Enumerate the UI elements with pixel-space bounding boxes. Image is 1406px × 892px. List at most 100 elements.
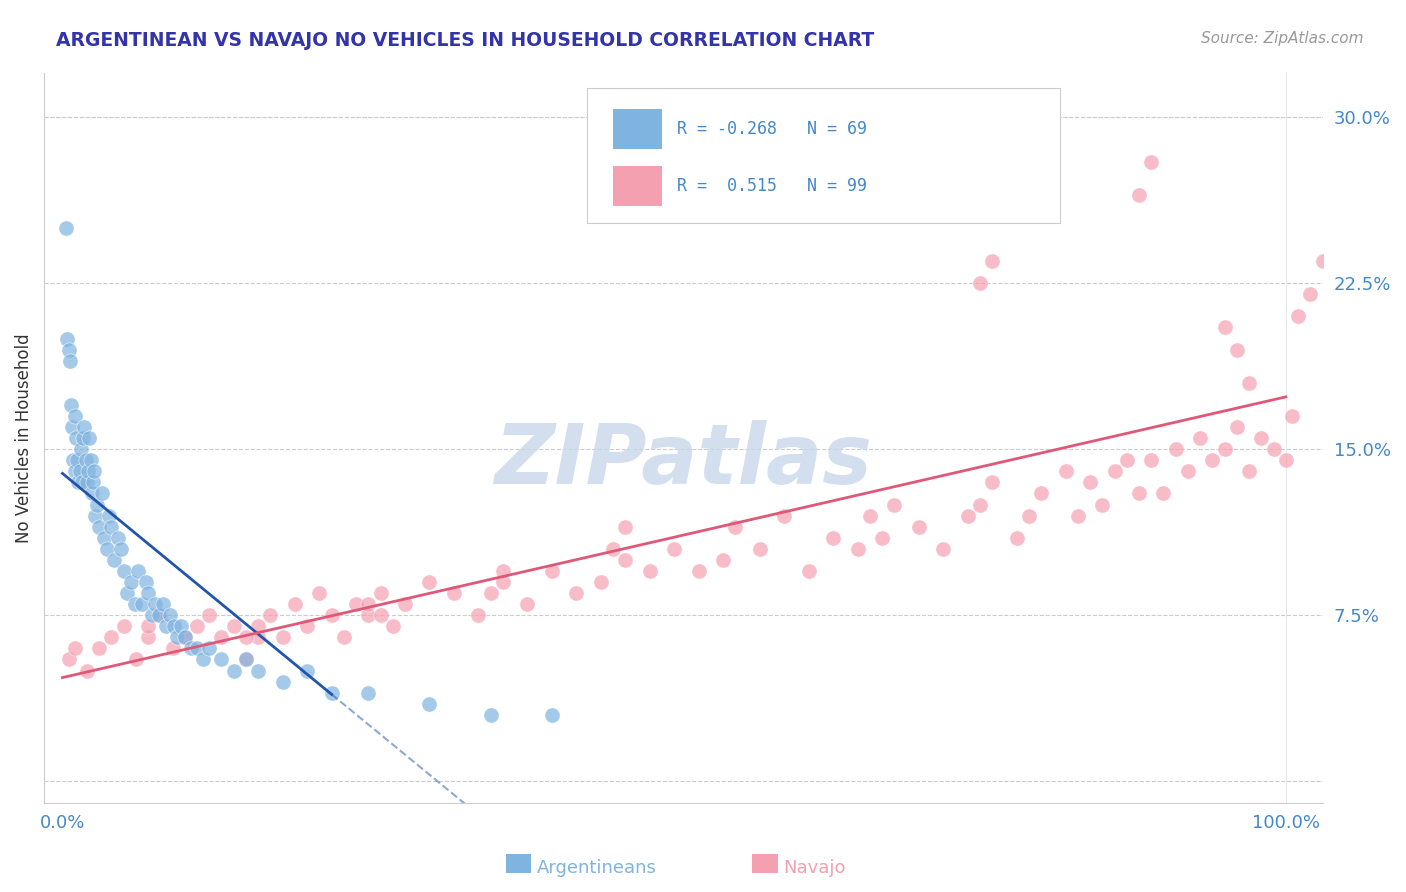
- Point: [271, 630, 294, 644]
- Point: [103, 553, 125, 567]
- Point: [170, 619, 193, 633]
- Point: [540, 707, 562, 722]
- Point: [90, 486, 112, 500]
- Point: [89, 519, 111, 533]
- Point: [907, 519, 929, 533]
- Point: [69, 442, 91, 457]
- Point: [63, 409, 86, 423]
- Point: [1140, 453, 1163, 467]
- Point: [235, 652, 257, 666]
- Point: [58, 652, 80, 666]
- Point: [173, 630, 195, 644]
- Y-axis label: No Vehicles in Household: No Vehicles in Household: [15, 334, 32, 543]
- Point: [295, 619, 318, 633]
- Point: [467, 608, 489, 623]
- Point: [614, 519, 637, 533]
- Point: [308, 586, 330, 600]
- Point: [956, 508, 979, 523]
- Point: [148, 608, 170, 623]
- Point: [1250, 431, 1272, 445]
- Point: [492, 564, 515, 578]
- Point: [418, 697, 440, 711]
- Point: [149, 608, 172, 623]
- Point: [112, 564, 135, 578]
- Point: [1299, 287, 1322, 301]
- Point: [602, 541, 624, 556]
- Point: [83, 464, 105, 478]
- Point: [247, 664, 270, 678]
- Point: [247, 619, 270, 633]
- Point: [120, 574, 142, 589]
- Point: [62, 453, 84, 467]
- Point: [492, 574, 515, 589]
- Point: [84, 508, 107, 523]
- Point: [73, 420, 96, 434]
- Point: [136, 586, 159, 600]
- Point: [823, 531, 845, 545]
- Point: [870, 531, 893, 545]
- Point: [357, 608, 380, 623]
- Point: [418, 574, 440, 589]
- Bar: [613, 109, 662, 149]
- Point: [370, 586, 392, 600]
- Point: [565, 586, 588, 600]
- Point: [1286, 310, 1309, 324]
- Point: [211, 652, 233, 666]
- Point: [247, 630, 270, 644]
- Point: [82, 475, 104, 490]
- Point: [235, 652, 257, 666]
- Point: [981, 475, 1004, 490]
- Point: [66, 453, 89, 467]
- Point: [797, 564, 820, 578]
- Point: [159, 608, 181, 623]
- Point: [969, 277, 991, 291]
- Point: [124, 597, 146, 611]
- Point: [1104, 464, 1126, 478]
- Point: [1201, 453, 1223, 467]
- Point: [748, 541, 770, 556]
- Point: [846, 541, 869, 556]
- Point: [259, 608, 281, 623]
- Point: [589, 574, 612, 589]
- Point: [63, 641, 86, 656]
- Point: [284, 597, 307, 611]
- Point: [145, 597, 167, 611]
- Point: [1018, 508, 1040, 523]
- Point: [67, 475, 90, 490]
- Point: [1323, 220, 1346, 235]
- Point: [1281, 409, 1303, 423]
- Point: [191, 652, 214, 666]
- Point: [516, 597, 538, 611]
- Point: [443, 586, 465, 600]
- Point: [357, 685, 380, 699]
- Point: [1115, 453, 1137, 467]
- Text: R = -0.268   N = 69: R = -0.268 N = 69: [676, 120, 868, 138]
- Point: [381, 619, 404, 633]
- Point: [56, 332, 79, 346]
- Point: [614, 553, 637, 567]
- Point: [1078, 475, 1101, 490]
- Point: [59, 353, 82, 368]
- Point: [1054, 464, 1077, 478]
- Point: [1263, 442, 1285, 457]
- Point: [173, 630, 195, 644]
- Point: [211, 630, 233, 644]
- Point: [117, 586, 139, 600]
- Point: [333, 630, 356, 644]
- Point: [65, 431, 87, 445]
- Point: [180, 641, 202, 656]
- Point: [370, 608, 392, 623]
- Point: [152, 597, 174, 611]
- Point: [344, 597, 367, 611]
- Point: [235, 630, 257, 644]
- Point: [186, 619, 208, 633]
- Point: [724, 519, 747, 533]
- Point: [1275, 453, 1298, 467]
- Bar: [613, 166, 662, 206]
- Point: [93, 531, 115, 545]
- Point: [112, 619, 135, 633]
- Point: [125, 652, 148, 666]
- Point: [96, 541, 118, 556]
- Point: [141, 608, 163, 623]
- Point: [127, 564, 149, 578]
